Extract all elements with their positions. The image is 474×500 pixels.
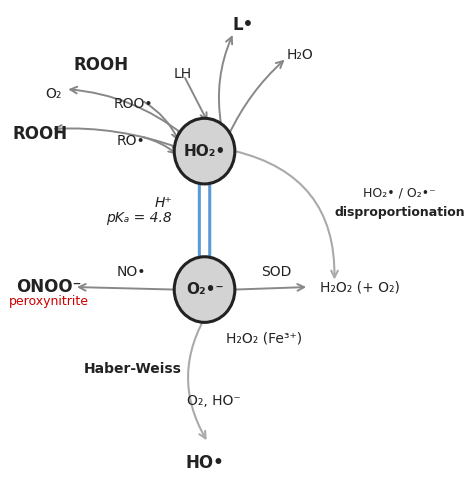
Text: NO•: NO• (116, 265, 146, 279)
Text: ONOO⁻: ONOO⁻ (16, 278, 82, 296)
Text: H₂O: H₂O (286, 48, 313, 62)
Text: peroxynitrite: peroxynitrite (9, 296, 89, 308)
Text: H⁺: H⁺ (155, 196, 172, 210)
Text: HO₂•: HO₂• (183, 144, 226, 158)
Ellipse shape (174, 256, 235, 322)
Text: RO•: RO• (117, 134, 146, 148)
Text: L•: L• (233, 16, 254, 34)
Text: Haber-Weiss: Haber-Weiss (83, 362, 181, 376)
Text: O₂•⁻: O₂•⁻ (186, 282, 223, 297)
Text: LH: LH (174, 68, 192, 82)
Text: H₂O₂ (+ O₂): H₂O₂ (+ O₂) (320, 280, 401, 294)
Text: H₂O₂ (Fe³⁺): H₂O₂ (Fe³⁺) (226, 332, 302, 346)
Text: ROO•: ROO• (113, 97, 153, 111)
Text: HO₂• / O₂•⁻: HO₂• / O₂•⁻ (363, 186, 436, 200)
Text: pKₐ = 4.8: pKₐ = 4.8 (106, 211, 172, 225)
Text: O₂, HO⁻: O₂, HO⁻ (187, 394, 241, 408)
Text: ROOH: ROOH (12, 125, 68, 143)
Text: HO•: HO• (185, 454, 224, 471)
Text: O₂: O₂ (45, 87, 61, 101)
Text: ROOH: ROOH (73, 56, 128, 74)
Text: disproportionation: disproportionation (334, 206, 465, 220)
Text: SOD: SOD (261, 265, 291, 279)
Ellipse shape (174, 118, 235, 184)
